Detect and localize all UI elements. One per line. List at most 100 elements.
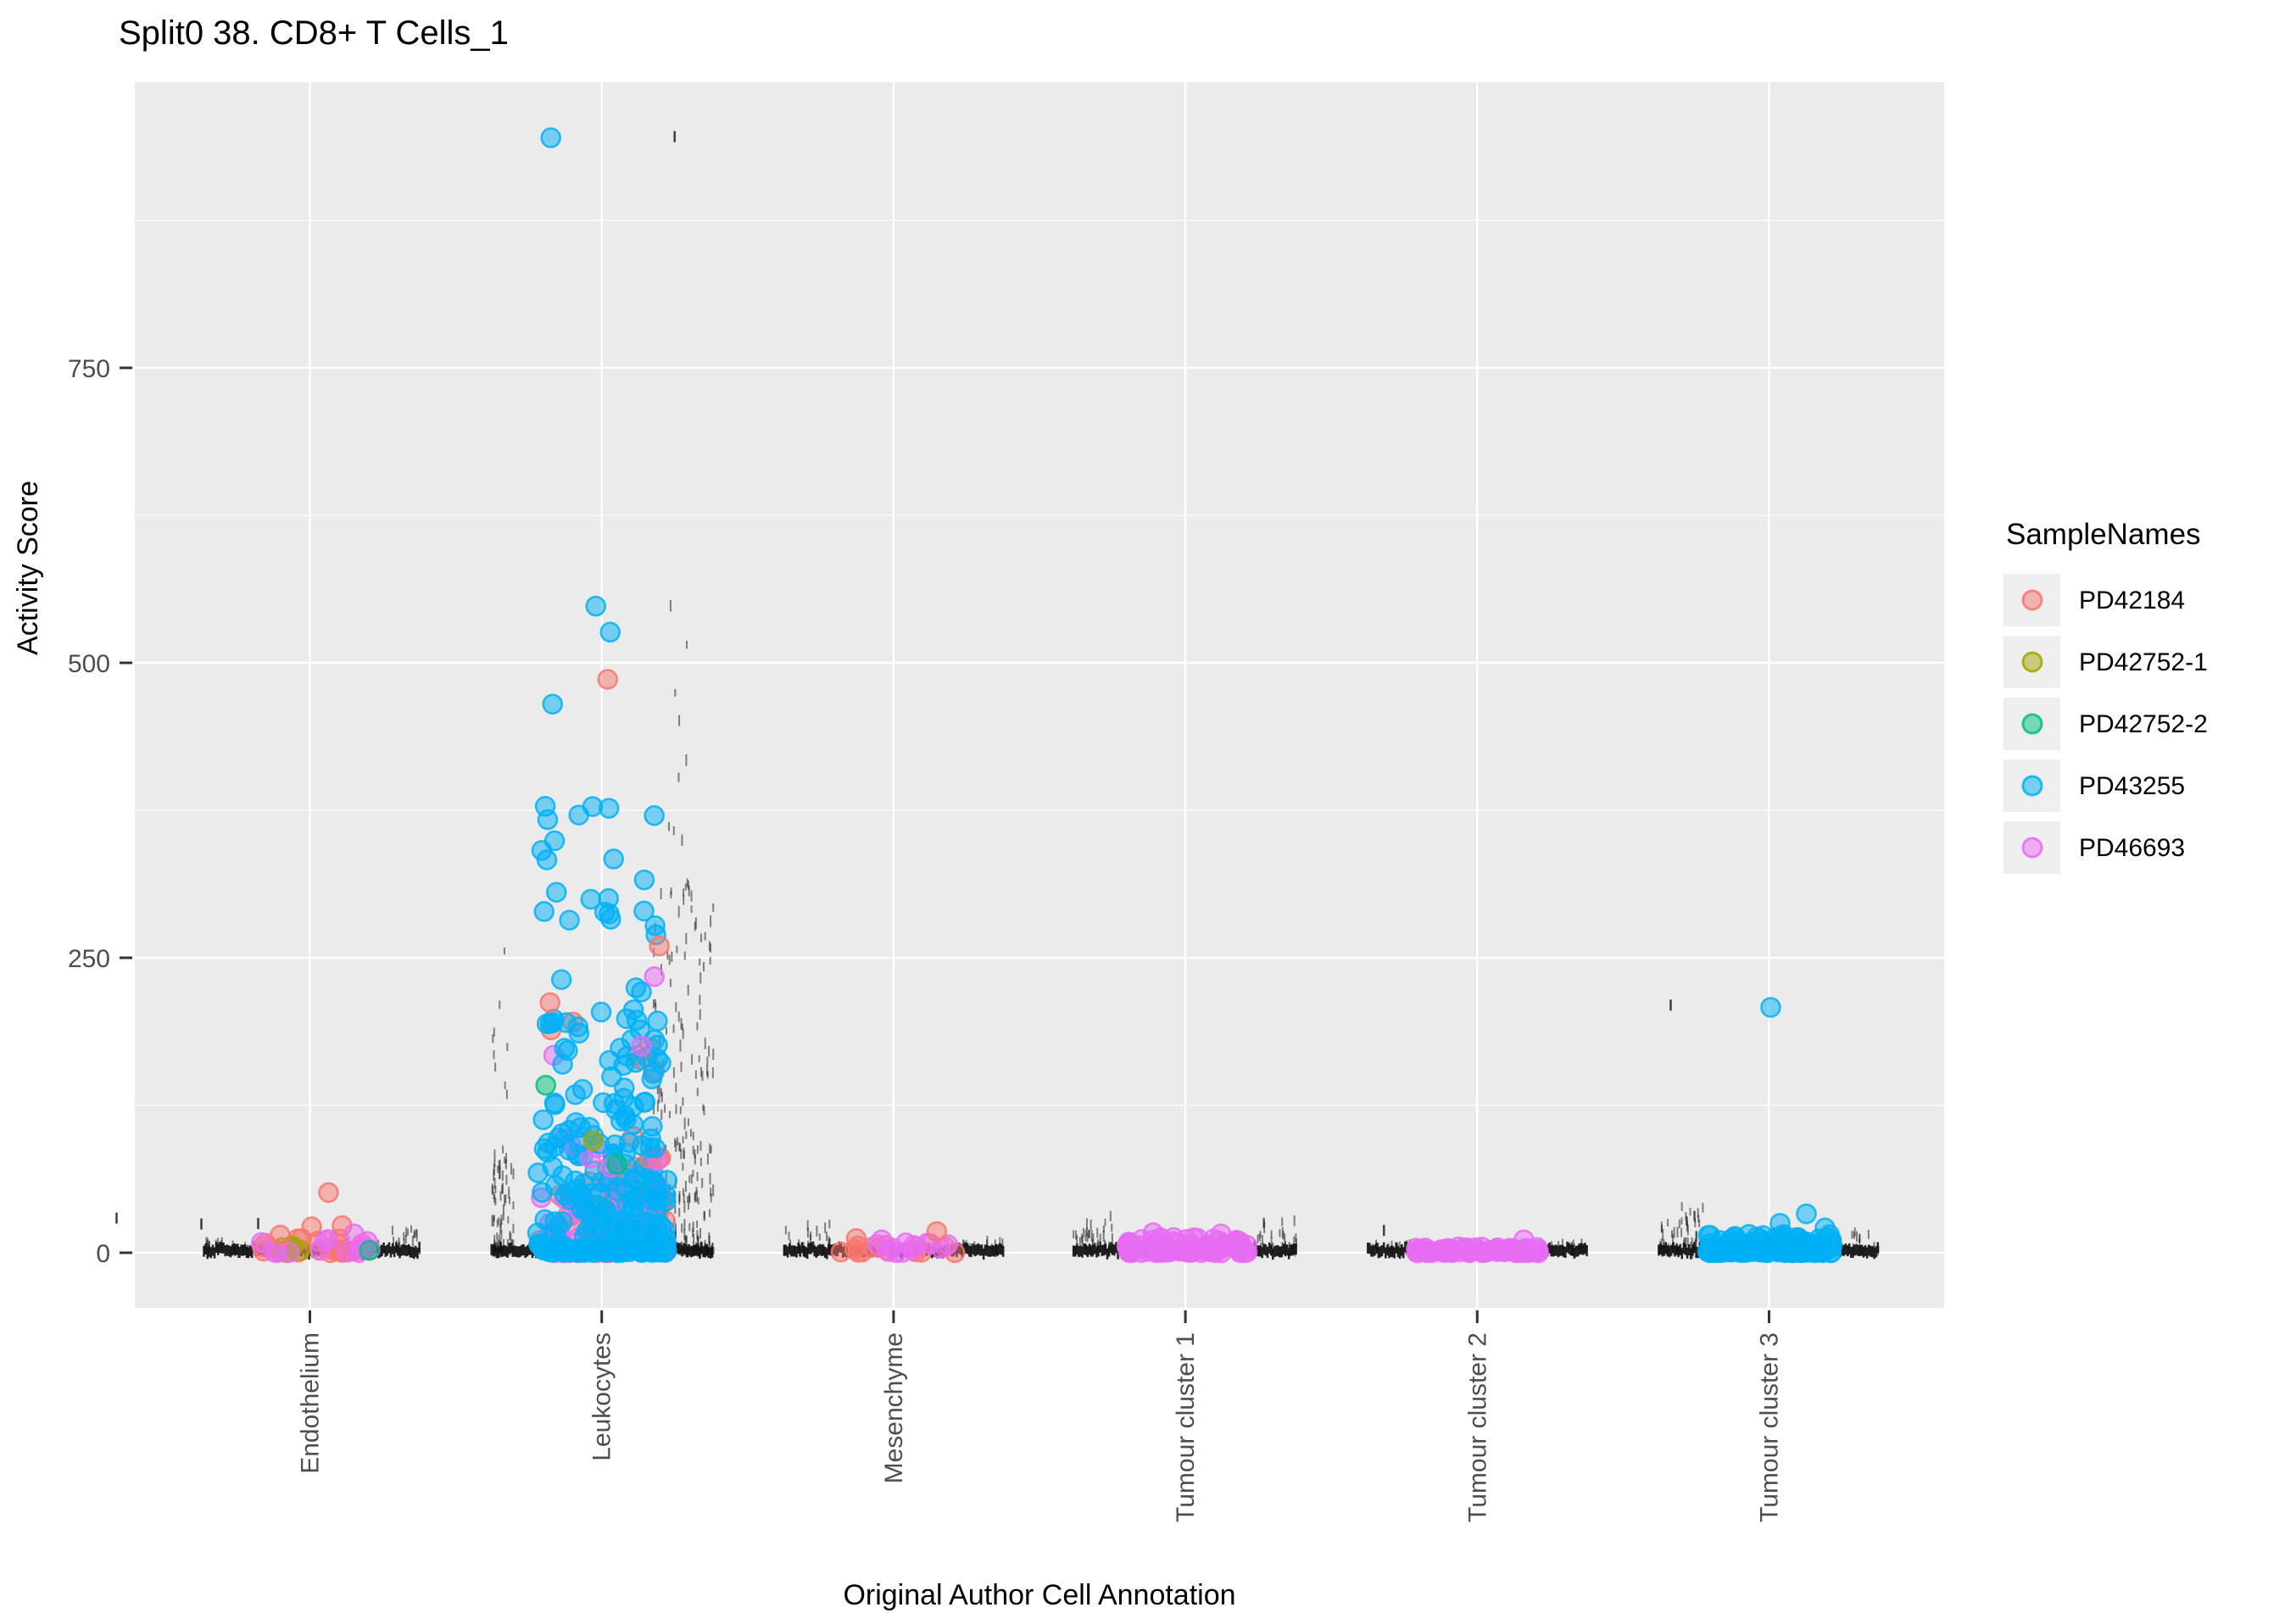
data-point [599,621,621,643]
legend-key-dot [2021,713,2043,735]
x-axis-title: Original Author Cell Annotation [843,1579,1235,1611]
data-point [582,1130,604,1152]
legend-title: SampleNames [2006,518,2201,551]
data-point [543,1092,566,1114]
data-point [1494,1239,1515,1261]
data-point [1760,997,1781,1018]
cluster-tumour-cluster-1 [1072,1210,1297,1264]
legend-entries: PD42184 PD42752-1 PD42752-2 PD43255 PD46693 [2003,574,2208,874]
data-point [1814,1217,1836,1239]
axis-tick-marks [120,366,1770,1323]
plot-title: Split0 38. CD8+ T Cells_1 [119,14,509,52]
data-point [559,909,580,931]
x-tick-label: Leukocytes [588,1332,616,1461]
data-point [606,1181,628,1202]
legend: SampleNames PD42184PD42752-1PD42752-2PD4… [2003,518,2208,874]
data-point [640,1128,661,1149]
x-tick-label: Tumour cluster 1 [1172,1332,1200,1522]
data-point [343,1223,365,1244]
data-point [1225,1233,1247,1255]
data-point [616,1008,638,1030]
data-point [1441,1242,1463,1264]
data-point [542,693,563,715]
data-point [603,848,624,870]
legend-label: PD42752-2 [2079,710,2208,738]
data-point [1142,1222,1164,1243]
data-point [318,1182,339,1204]
minor-gridlines [135,220,1944,1106]
data-point [359,1239,380,1261]
data-point [301,1216,322,1237]
y-axis-tick-labels: 0 250 500 750 [68,355,110,1268]
data-point [571,1079,594,1100]
y-tick-label: 750 [68,355,110,383]
data-point [536,849,558,870]
data-point [902,1239,923,1261]
cluster-mesenchyme [783,1220,1005,1264]
data-point [550,969,572,990]
data-point [597,669,618,690]
y-tick-label: 250 [68,945,110,973]
data-point [585,595,606,617]
data-point [555,1012,577,1033]
data-point [598,798,620,819]
data-point [539,992,560,1014]
data-point [633,869,655,891]
data-point [871,1229,893,1250]
data-point [606,1154,627,1175]
y-axis-title: Activity Score [12,481,44,655]
legend-entry-PD43255: PD43255 [2003,759,2185,812]
data-point [544,1211,566,1232]
data-point [572,1188,594,1210]
data-point [634,1091,656,1113]
data-point [1200,1241,1222,1263]
data-point [1183,1227,1205,1249]
data-point [637,1212,659,1233]
data-point [641,1068,663,1090]
legend-entry-PD42752-1: PD42752-1 [2003,636,2208,688]
legend-entry-PD42752-2: PD42752-2 [2003,698,2208,750]
legend-entry-PD42184: PD42184 [2003,574,2185,626]
data-point [598,1205,620,1227]
legend-key-dot [2021,775,2043,797]
legend-key-dot [2021,589,2043,611]
legend-label: PD46693 [2079,834,2185,862]
data-point [605,1099,627,1121]
data-point [631,1036,652,1057]
legend-label: PD42752-1 [2079,648,2208,676]
x-tick-label: Tumour cluster 3 [1755,1332,1783,1522]
data-point [551,1123,572,1144]
data-point [1803,1242,1825,1263]
data-point [845,1228,867,1249]
data-point [633,900,655,922]
data-point [631,982,652,1003]
data-point [527,1222,549,1243]
legend-label: PD42184 [2079,587,2185,615]
legend-key-dot [2021,651,2043,673]
data-point [830,1241,852,1263]
data-point [535,1075,556,1096]
data-point [1769,1212,1791,1234]
data-point [641,1240,663,1261]
y-tick-label: 500 [68,650,110,678]
data-point [557,1040,578,1061]
cluster-tumour-cluster-2 [1367,1225,1588,1264]
data-points-layer [115,127,1880,1264]
data-point [537,809,559,831]
data-point [1160,1237,1182,1260]
x-axis-tick-labels: Endothelium Leukocytes Mesenchyme Tumour cl… [297,1332,1784,1522]
data-point [317,1228,339,1250]
data-point [571,1238,593,1260]
data-point [1137,1241,1158,1262]
data-point [649,935,670,957]
data-point [581,1221,603,1243]
data-point [580,888,602,910]
data-point [1472,1242,1493,1264]
plot-panel [135,82,1944,1308]
cluster-leukocytes [490,127,715,1264]
data-point [1764,1240,1785,1262]
data-point [1742,1241,1764,1262]
legend-key-dot [2021,837,2043,859]
data-point [628,1181,649,1202]
